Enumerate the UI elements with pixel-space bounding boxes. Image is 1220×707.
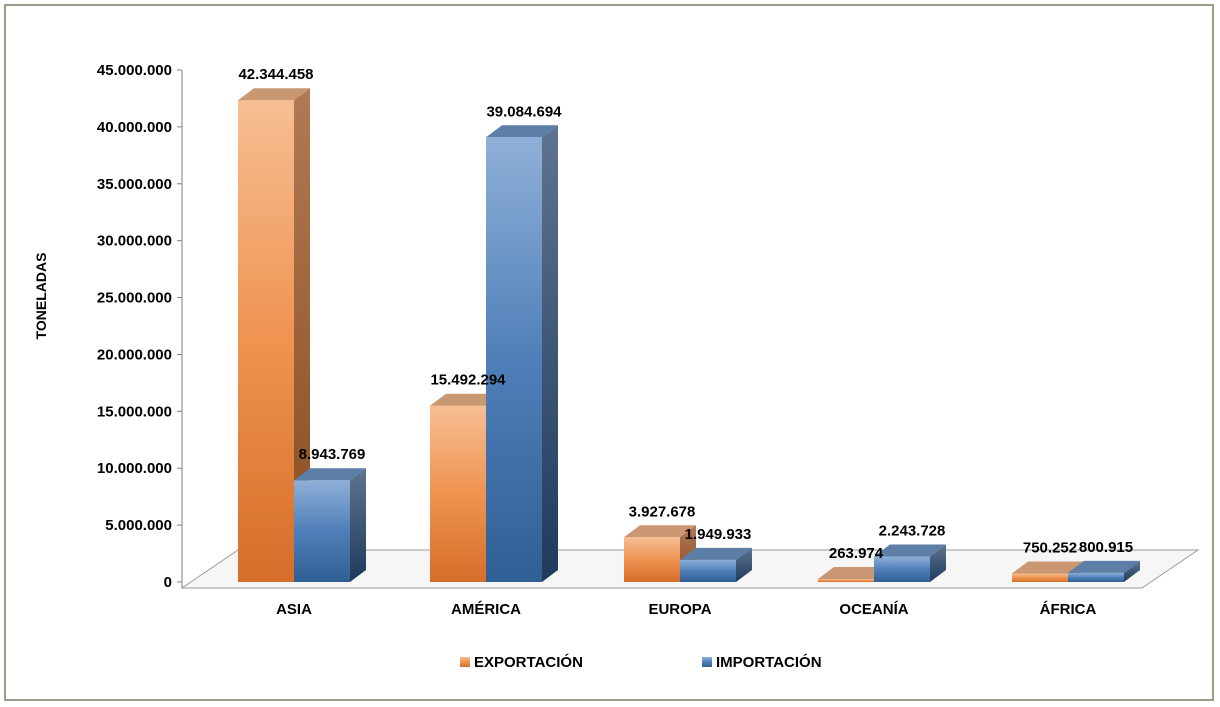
x-tick-label: EUROPA [648,601,711,618]
legend: EXPORTACIÓN IMPORTACIÓN [460,653,822,671]
legend-swatch-exportacion [460,657,470,667]
y-tick-label: 20.000.000 [97,346,172,363]
bar-side-importacion [542,125,558,582]
label-layer: 42.344.458 8.943.769 ASIA 15.492.294 39.084.… [238,66,1133,618]
bar-importacion [294,480,350,582]
bar-top-exportacion [238,88,310,101]
data-label-importacion: 1.949.933 [685,526,752,543]
bar-top-importacion [680,547,752,560]
x-tick-label: ASIA [276,601,312,618]
y-tick-label: 35.000.000 [97,176,172,193]
bar-top-importacion [486,125,558,138]
y-tick-label: 0 [164,574,172,591]
bar-top-exportacion [1012,561,1084,574]
chart-frame: 0 5.000.000 10.000.000 15.000.000 20.000.000… [4,4,1214,701]
bar-layer [238,88,1140,582]
bar-top-importacion [1068,560,1140,573]
legend-swatch-importacion [702,657,712,667]
bar-exportacion [818,578,874,582]
chart: 0 5.000.000 10.000.000 15.000.000 20.000.000… [33,62,1200,671]
bar-side-exportacion [294,88,310,582]
bar-exportacion [238,100,294,582]
bar-side-importacion [1124,560,1140,582]
bar-side-importacion [930,544,946,582]
data-label-exportacion: 15.492.294 [430,372,506,389]
y-tick-label: 25.000.000 [97,290,172,307]
bar-importacion [680,559,736,582]
y-tick-label: 30.000.000 [97,233,172,250]
bar-top-exportacion [430,393,502,406]
data-label-importacion: 8.943.769 [299,446,366,463]
bar-top-exportacion [624,525,696,538]
y-axis-title: TONELADAS [33,253,49,340]
data-label-importacion: 800.915 [1079,539,1133,556]
bar-top-importacion [294,468,366,481]
legend-label-exportacion: EXPORTACIÓN [474,653,583,671]
bar-exportacion [1012,573,1068,582]
y-tick-label: 5.000.000 [105,517,172,534]
y-tick-label: 45.000.000 [97,62,172,79]
bar-importacion [874,556,930,582]
bar-importacion [486,137,542,582]
bar-top-exportacion [818,566,890,579]
data-label-exportacion: 263.974 [829,545,884,562]
bar-side-importacion [736,547,752,582]
bar-exportacion [430,405,486,582]
x-tick-label: ÁFRICA [1040,601,1097,618]
bar-importacion [1068,572,1124,582]
data-label-importacion: 39.084.694 [486,103,562,120]
data-label-exportacion: 750.252 [1023,539,1077,556]
axis-layer: 0 5.000.000 10.000.000 15.000.000 20.000.000… [97,62,183,591]
y-tick-label: 15.000.000 [97,403,172,420]
bar-side-importacion [350,468,366,582]
y-tick-label: 40.000.000 [97,119,172,136]
x-tick-label: AMÉRICA [451,601,521,618]
x-tick-label: OCEANÍA [839,601,908,618]
bar-top-importacion [874,544,946,557]
data-label-exportacion: 42.344.458 [238,66,313,83]
data-label-exportacion: 3.927.678 [629,503,696,520]
data-label-importacion: 2.243.728 [879,522,946,539]
bar-exportacion [624,537,680,582]
y-tick-label: 10.000.000 [97,460,172,477]
legend-label-importacion: IMPORTACIÓN [716,653,822,671]
